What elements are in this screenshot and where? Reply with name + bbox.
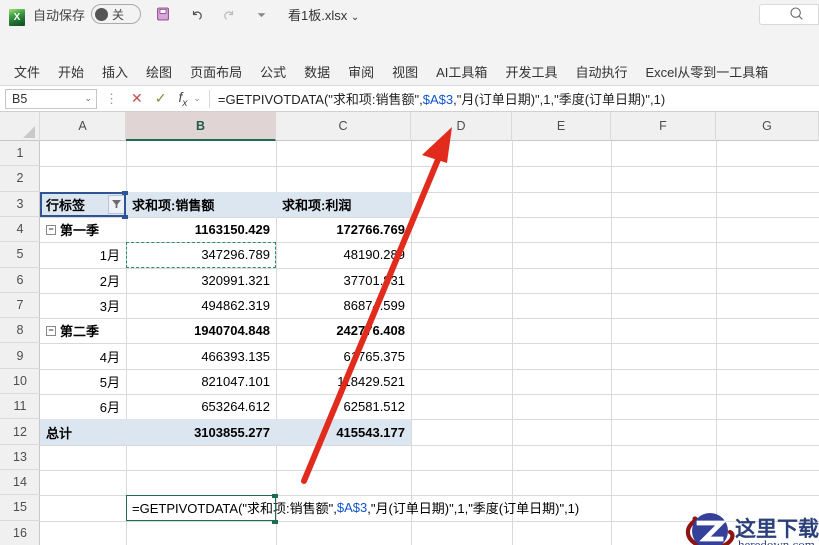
svg-text:heredown.com: heredown.com bbox=[738, 537, 815, 545]
